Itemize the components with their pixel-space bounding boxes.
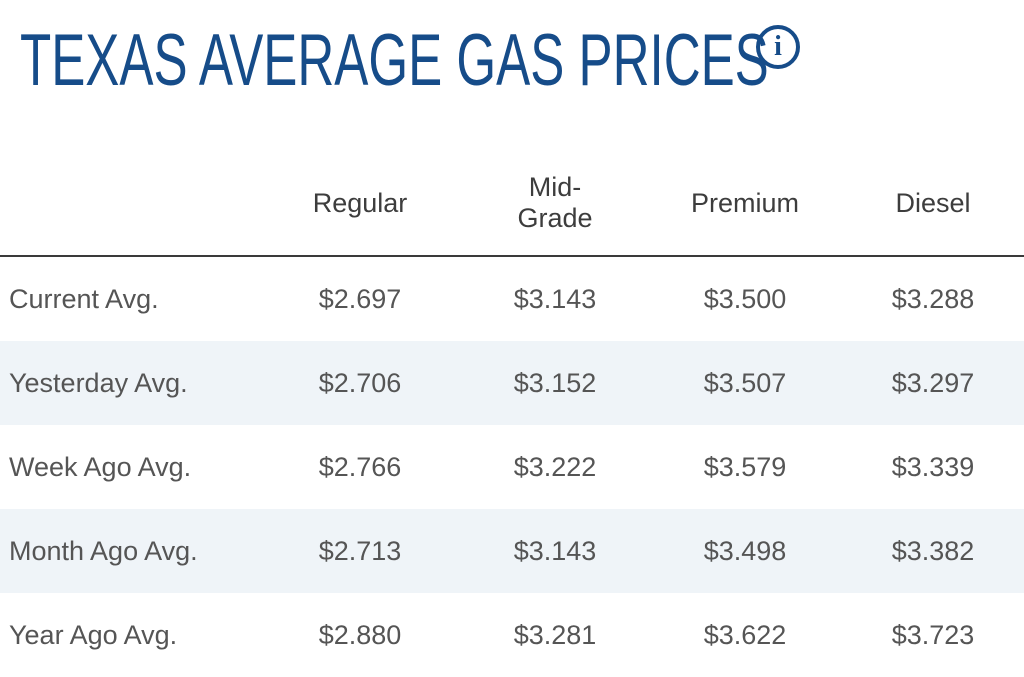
price-cell: $2.766 (318, 451, 402, 482)
row-label: Month Ago Avg. (0, 509, 258, 593)
price-cell: $3.297 (842, 341, 1024, 425)
price-cell: $3.498 (648, 509, 842, 593)
title-row: TEXAS AVERAGE GAS PRICES (20, 22, 1024, 100)
price-cell: $2.713 (258, 509, 462, 593)
price-cell: $3.500 (703, 283, 787, 314)
header-mid-grade: Mid- Grade (462, 151, 648, 257)
price-cell: $3.281 (513, 619, 597, 650)
header-regular: Regular (258, 151, 462, 257)
price-cell: $2.697 (318, 283, 402, 314)
gas-prices-table: Regular Mid- Grade Premium Diesel Curren… (0, 151, 1024, 677)
price-cell: $3.579 (703, 451, 787, 482)
header-diesel: Diesel (842, 151, 1024, 257)
row-label: Yesterday Avg. (0, 341, 258, 425)
table-row: Current Avg. $2.697 $3.143 $3.500 $3.288 (0, 256, 1024, 341)
row-label: Current Avg. (9, 283, 159, 314)
price-cell: $3.143 (462, 509, 648, 593)
price-cell: $3.152 (462, 341, 648, 425)
info-icon[interactable]: i (756, 25, 800, 69)
price-cell: $3.143 (513, 283, 597, 314)
header-premium: Premium (648, 151, 842, 257)
price-cell: $3.288 (891, 283, 975, 314)
page-title: TEXAS AVERAGE GAS PRICES (20, 20, 769, 101)
price-cell: $3.222 (513, 451, 597, 482)
row-label: Week Ago Avg. (9, 451, 192, 482)
header-corner (0, 151, 258, 257)
table-row: Week Ago Avg. $2.766 $3.222 $3.579 $3.33… (0, 425, 1024, 509)
price-cell: $2.706 (258, 341, 462, 425)
table-row: Month Ago Avg. $2.713 $3.143 $3.498 $3.3… (0, 509, 1024, 593)
price-cell: $3.507 (648, 341, 842, 425)
price-cell: $2.880 (318, 619, 402, 650)
price-cell: $3.622 (703, 619, 787, 650)
row-label: Year Ago Avg. (9, 619, 178, 650)
price-cell: $3.339 (891, 451, 975, 482)
table-row: Year Ago Avg. $2.880 $3.281 $3.622 $3.72… (0, 593, 1024, 677)
table-header-row: Regular Mid- Grade Premium Diesel (0, 151, 1024, 257)
price-cell: $3.382 (842, 509, 1024, 593)
price-cell: $3.723 (891, 619, 975, 650)
table-row: Yesterday Avg. $2.706 $3.152 $3.507 $3.2… (0, 341, 1024, 425)
